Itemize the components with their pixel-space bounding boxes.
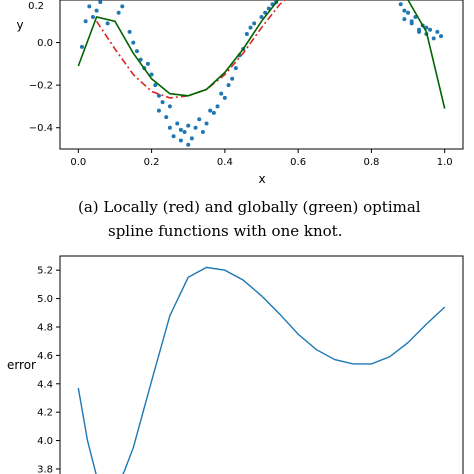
data-point	[167, 104, 172, 109]
top-ytick-label: −0.2	[29, 81, 53, 92]
data-point	[402, 8, 407, 13]
data-point	[116, 10, 121, 15]
top-series-layer	[77, 0, 446, 147]
top-xlabel: x	[258, 172, 265, 186]
data-point	[263, 10, 268, 15]
global-spline-line	[77, 0, 280, 97]
data-point	[193, 125, 198, 130]
top-xticks: 0.0 0.2 0.4 0.6 0.8 1.0	[70, 149, 453, 168]
data-point	[171, 134, 176, 139]
data-point	[244, 32, 249, 37]
top-clipped-layer	[77, 0, 446, 147]
local-spline-line	[95, 0, 287, 99]
caption-line-2: spline functions with one knot.	[108, 222, 342, 240]
bottom-series-layer	[77, 266, 446, 474]
data-point	[230, 76, 235, 81]
bottom-ytick-label: 4.0	[37, 436, 53, 447]
top-xtick-label: 0.8	[363, 157, 379, 168]
data-point	[226, 83, 231, 88]
data-point	[406, 10, 411, 15]
data-point	[417, 29, 422, 34]
data-point	[160, 100, 165, 105]
data-point	[120, 4, 125, 9]
data-point	[222, 95, 227, 100]
top-chart: 0.0 0.2 0.4 0.6 0.8 1.0 0.0 −0.2 −0.4 0.2 y x	[16, 0, 464, 186]
data-point	[259, 15, 264, 20]
top-xtick-label: 1.0	[437, 157, 453, 168]
top-xtick-label: 0.2	[144, 157, 160, 168]
error-curve	[77, 266, 446, 474]
data-point	[127, 29, 132, 34]
data-point	[90, 15, 95, 20]
data-point	[398, 2, 403, 7]
data-point	[83, 19, 88, 24]
data-point	[439, 34, 444, 39]
top-plot-frame	[59, 0, 464, 150]
data-point	[156, 93, 161, 98]
data-point	[189, 136, 194, 141]
data-point	[153, 83, 158, 88]
data-point	[409, 21, 414, 26]
data-point	[215, 104, 220, 109]
data-point	[204, 121, 209, 126]
data-point	[134, 49, 139, 54]
data-point	[156, 108, 161, 113]
data-point	[145, 61, 150, 66]
data-point	[248, 25, 253, 30]
data-point	[233, 66, 238, 71]
data-point	[186, 123, 191, 128]
bottom-ylabel: error	[7, 358, 36, 372]
data-point	[164, 115, 169, 120]
data-point	[186, 142, 191, 147]
data-point	[167, 125, 172, 130]
bottom-ytick-label: 3.8	[37, 464, 53, 474]
bottom-ytick-label: 4.8	[37, 322, 53, 333]
data-point	[175, 121, 180, 126]
bottom-ytick-label: 5.0	[37, 294, 53, 305]
top-ytick-label: −0.4	[29, 123, 53, 134]
global-spline-line	[406, 0, 446, 109]
data-point	[431, 36, 436, 41]
data-point	[219, 91, 224, 96]
top-ytick-label: 0.0	[37, 38, 53, 49]
data-point	[402, 17, 407, 22]
bottom-ytick-label: 4.6	[37, 351, 53, 362]
data-point	[182, 129, 187, 134]
top-xtick-label: 0.6	[290, 157, 306, 168]
data-point	[98, 0, 103, 5]
data-point	[197, 117, 202, 122]
bottom-chart: 3.8 4.0 4.2 4.4 4.6 4.8 5.0 5.2 error	[7, 255, 464, 474]
data-point	[178, 138, 183, 143]
data-point	[94, 8, 99, 13]
data-point	[211, 110, 216, 115]
top-ylabel: y	[16, 18, 23, 32]
top-partial-tick-label: 0.2	[28, 1, 44, 12]
bottom-yticks: 3.8 4.0 4.2 4.4 4.6 4.8 5.0 5.2	[37, 266, 60, 474]
data-point	[428, 27, 433, 32]
data-point	[178, 127, 183, 132]
bottom-ytick-label: 5.2	[37, 266, 53, 277]
data-point	[138, 57, 143, 62]
data-point	[87, 4, 92, 9]
data-point	[79, 44, 84, 49]
bottom-plot-frame	[59, 255, 464, 474]
data-point	[200, 129, 205, 134]
top-xtick-label: 0.0	[70, 157, 86, 168]
data-point	[208, 108, 213, 113]
data-point	[435, 29, 440, 34]
bottom-ytick-label: 4.2	[37, 408, 53, 419]
data-point	[105, 21, 110, 26]
bottom-ytick-label: 4.4	[37, 379, 53, 390]
data-point	[131, 40, 136, 45]
top-yticks: 0.0 −0.2 −0.4	[29, 38, 60, 134]
caption-line-1: (a) Locally (red) and globally (green) o…	[78, 198, 421, 216]
data-point	[149, 72, 154, 77]
top-xtick-label: 0.4	[217, 157, 233, 168]
data-point	[252, 21, 257, 26]
